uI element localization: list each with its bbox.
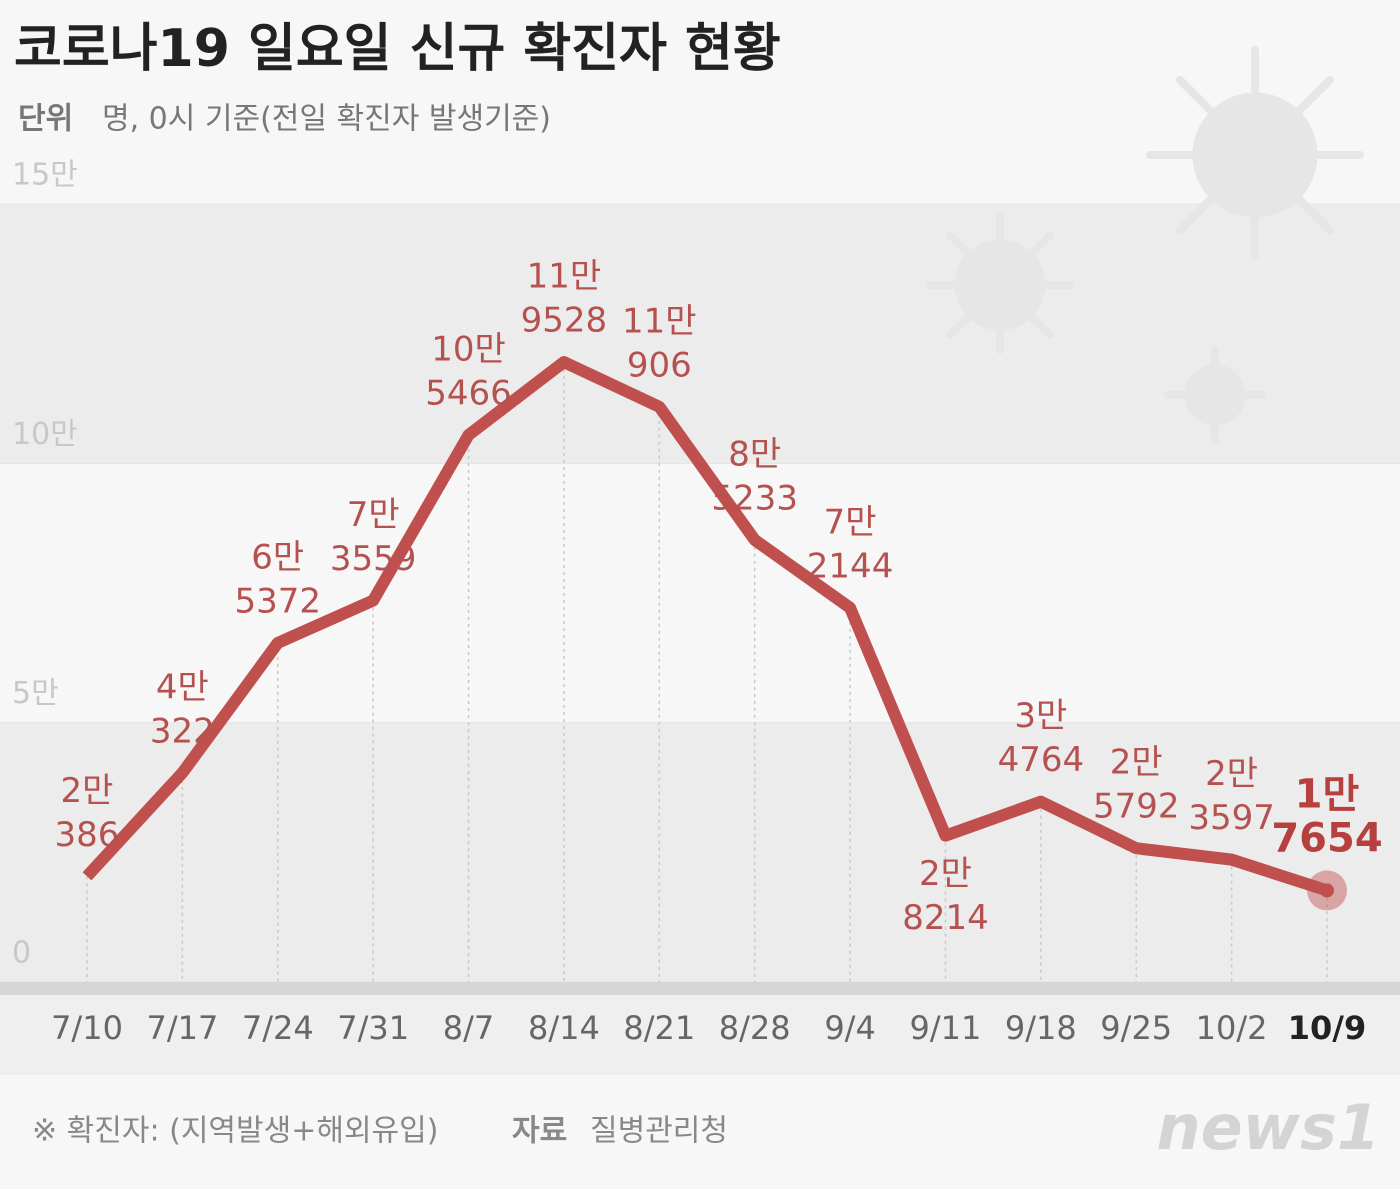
x-tick-label: 8/21 xyxy=(623,1009,695,1047)
value-label: 11만 xyxy=(527,257,602,297)
value-label: 7만 xyxy=(824,502,877,542)
source: 질병관리청 xyxy=(590,1114,728,1149)
chart-title: 코로나19 일요일 신규 확진자 현황 xyxy=(14,19,781,79)
x-tick-label: 9/11 xyxy=(910,1009,982,1047)
value-label: 4764 xyxy=(998,740,1085,780)
value-label: 11만 xyxy=(622,301,697,341)
value-label: 8만 xyxy=(728,434,781,474)
y-tick-label: 0 xyxy=(12,936,31,971)
value-label: 8214 xyxy=(902,898,989,938)
value-label: 3559 xyxy=(330,539,417,579)
value-label: 10만 xyxy=(431,329,506,369)
value-label: 3만 xyxy=(1014,696,1067,736)
band xyxy=(0,463,1400,723)
logo: news1 xyxy=(1156,1091,1380,1164)
x-tick-label: 9/18 xyxy=(1005,1009,1077,1047)
note: ※ 확진자: (지역발생+해외유입) xyxy=(32,1114,438,1149)
value-label: 1만 xyxy=(1295,771,1360,817)
source-label: 자료 xyxy=(512,1114,567,1149)
point xyxy=(1320,883,1334,898)
value-label: 2144 xyxy=(807,546,894,586)
y-tick-label: 10만 xyxy=(12,417,78,452)
value-label: 7654 xyxy=(1271,815,1382,861)
band xyxy=(0,204,1400,464)
value-label: 386 xyxy=(55,815,120,855)
x-tick-label: 8/28 xyxy=(719,1009,791,1047)
x-tick-label: 7/24 xyxy=(242,1009,314,1047)
line xyxy=(82,356,1329,897)
value-label: 3597 xyxy=(1188,798,1275,838)
x-tick-label: 7/17 xyxy=(146,1009,218,1047)
virus-spikes xyxy=(926,46,1364,444)
value-label: 5792 xyxy=(1093,787,1180,827)
x-axis-area xyxy=(0,995,1400,1075)
x-tick-label: 9/25 xyxy=(1100,1009,1172,1047)
x-tick-label: 8/14 xyxy=(528,1009,600,1047)
value-label: 322 xyxy=(150,711,215,751)
y-tick-label: 15만 xyxy=(12,158,78,193)
value-label: 5233 xyxy=(711,478,798,518)
value-label: 7만 xyxy=(347,495,400,535)
x-tick-label: 7/31 xyxy=(337,1009,409,1047)
y-tick-label: 5만 xyxy=(12,676,59,711)
value-label: 2만 xyxy=(919,854,972,894)
value-label: 2만 xyxy=(1205,754,1258,794)
x-tick-label: 7/10 xyxy=(51,1009,123,1047)
value-label: 906 xyxy=(627,345,692,385)
x-tick-label: 8/7 xyxy=(443,1009,495,1047)
value-label: 2만 xyxy=(61,771,114,811)
unit-text: 명, 0시 기준(전일 확진자 발생기준) xyxy=(102,102,551,137)
x-tick-label: 9/4 xyxy=(824,1009,876,1047)
unit-label: 단위 xyxy=(18,102,73,137)
value-label: 2만 xyxy=(1110,743,1163,783)
x-tick-label: 10/2 xyxy=(1196,1009,1268,1047)
value-label: 5372 xyxy=(235,581,322,621)
x-axis-bar xyxy=(0,982,1400,995)
value-label: 4만 xyxy=(156,667,209,707)
value-label: 6만 xyxy=(251,537,304,577)
value-label: 9528 xyxy=(521,301,608,341)
value-label: 5466 xyxy=(425,373,512,413)
x-tick-label: 10/9 xyxy=(1288,1009,1366,1047)
